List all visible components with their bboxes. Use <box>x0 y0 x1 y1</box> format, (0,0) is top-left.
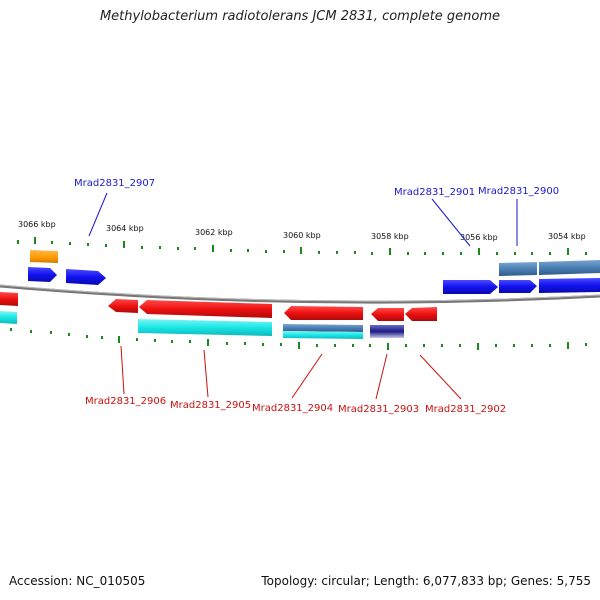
gene-label[interactable]: Mrad2831_2900 <box>478 186 559 197</box>
gene-reverse-arrow[interactable] <box>0 292 18 306</box>
kbp-label: 3060 kbp <box>283 231 321 240</box>
gene-forward-arrow[interactable] <box>66 269 106 285</box>
genome-summary-text: Topology: circular; Length: 6,077,833 bp… <box>261 574 591 588</box>
gene-steelblue-feature[interactable] <box>539 260 600 275</box>
gene-steelblue-feature[interactable] <box>499 262 537 276</box>
gene-cds-feature[interactable] <box>283 331 363 339</box>
gene-steelblue-feature[interactable] <box>283 324 363 332</box>
forward-strand-features <box>28 250 600 294</box>
gene-label[interactable]: Mrad2831_2905 <box>170 400 251 411</box>
gene-forward-arrow[interactable] <box>499 280 537 293</box>
accession-text: Accession: NC_010505 <box>9 574 146 588</box>
gene-orange-feature[interactable] <box>30 250 58 263</box>
gene-reverse-arrow[interactable] <box>284 306 363 320</box>
kbp-scale-labels: 3066 kbp 3064 kbp 3062 kbp 3060 kbp 3058… <box>18 220 586 242</box>
gene-label[interactable]: Mrad2831_2906 <box>85 396 166 407</box>
gene-cds-feature[interactable] <box>138 319 272 336</box>
lower-gene-labels: Mrad2831_2906 Mrad2831_2905 Mrad2831_290… <box>85 396 506 415</box>
gene-label[interactable]: Mrad2831_2904 <box>252 403 333 414</box>
kbp-label: 3062 kbp <box>195 228 233 237</box>
kbp-label: 3056 kbp <box>460 233 498 242</box>
gene-navy-feature[interactable] <box>370 325 404 338</box>
gene-forward-arrow[interactable] <box>443 280 498 294</box>
kbp-label: 3058 kbp <box>371 232 409 241</box>
gene-reverse-arrow[interactable] <box>139 300 272 318</box>
genome-backbone <box>0 284 600 304</box>
gene-label[interactable]: Mrad2831_2901 <box>394 187 475 198</box>
gene-reverse-arrow[interactable] <box>108 299 138 313</box>
map-title: Methylobacterium radiotolerans JCM 2831,… <box>99 9 501 24</box>
gene-label[interactable]: Mrad2831_2903 <box>338 404 419 415</box>
kbp-label: 3066 kbp <box>18 220 56 229</box>
upper-leader-lines <box>88 192 518 247</box>
gene-label[interactable]: Mrad2831_2907 <box>74 178 155 189</box>
gene-cds-feature[interactable] <box>0 311 17 324</box>
upper-tick-row <box>17 237 587 255</box>
kbp-label: 3064 kbp <box>106 224 144 233</box>
upper-gene-labels: Mrad2831_2907 Mrad2831_2901 Mrad2831_290… <box>74 178 559 198</box>
gene-forward-arrow[interactable] <box>539 278 600 293</box>
lower-leader-lines <box>120 345 462 400</box>
reverse-strand-features <box>0 292 437 339</box>
gene-label[interactable]: Mrad2831_2902 <box>425 404 506 415</box>
kbp-label: 3054 kbp <box>548 232 586 241</box>
gene-reverse-arrow[interactable] <box>405 307 437 321</box>
gene-forward-arrow[interactable] <box>28 267 57 282</box>
gene-reverse-arrow[interactable] <box>371 308 404 321</box>
lower-tick-row <box>10 328 587 350</box>
